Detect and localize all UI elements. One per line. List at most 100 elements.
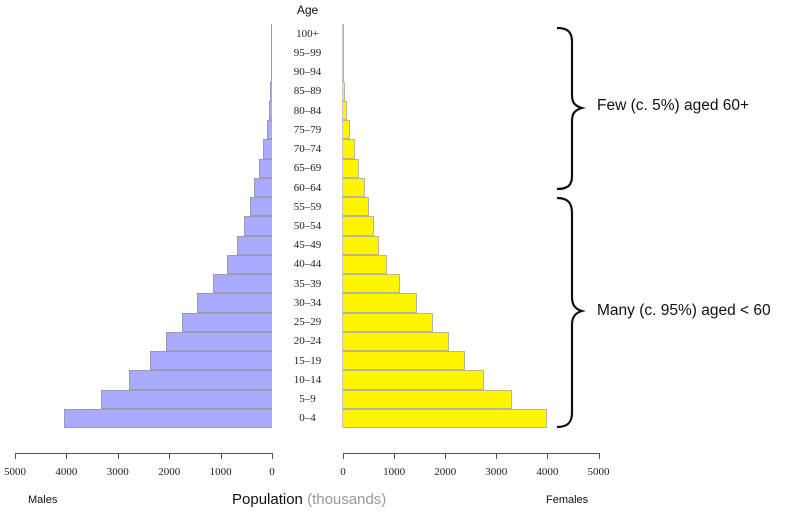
axis-tick-label: 2000 — [434, 466, 457, 478]
pyramid-row: 40–44 — [0, 254, 804, 275]
axis-tick-label: 1000 — [209, 466, 232, 478]
axis-tick — [598, 453, 600, 459]
male-bar — [271, 43, 272, 63]
female-bar — [343, 43, 344, 63]
pyramid-row: 95–99 — [0, 43, 804, 63]
pyramid-row: 45–49 — [0, 235, 804, 255]
female-bar — [343, 293, 417, 313]
male-bar — [237, 235, 272, 255]
axis-tick — [445, 453, 447, 459]
axis-tick — [66, 453, 68, 459]
female-bar — [343, 139, 355, 159]
female-bar — [343, 158, 360, 178]
axis-tick — [272, 453, 273, 459]
pyramid-row: 25–29 — [0, 312, 804, 332]
axis-tick-label: 4000 — [55, 466, 78, 478]
age-group-label: 10–14 — [293, 373, 322, 386]
female-bar — [343, 120, 350, 140]
female-bar — [343, 274, 400, 294]
age-group-label: 80–84 — [293, 104, 322, 117]
age-group-label: 30–34 — [293, 296, 322, 309]
axis-tick — [220, 453, 222, 459]
male-bar — [165, 331, 272, 352]
age-group-label: 95–99 — [293, 46, 322, 59]
x-axis-title-main: Population — [232, 491, 303, 508]
pyramid-row: 85–89 — [0, 81, 804, 101]
annotation-many: Many (c. 95%) aged < 60 — [597, 302, 771, 319]
female-x-axis — [343, 453, 599, 454]
pyramid-row: 60–64 — [0, 177, 804, 198]
males-label: Males — [28, 494, 58, 506]
age-group-label: 65–69 — [293, 162, 322, 175]
age-group-label: 50–54 — [293, 219, 322, 232]
male-bar — [258, 158, 272, 178]
male-bar — [271, 62, 272, 82]
female-bar — [343, 197, 370, 217]
pyramid-row: 15–19 — [0, 351, 804, 371]
age-group-label: 20–24 — [293, 335, 322, 348]
pyramid-row: 100+ — [0, 24, 804, 44]
male-bar — [249, 197, 272, 217]
age-group-label: 45–49 — [293, 239, 322, 252]
brace-few-icon — [556, 26, 587, 191]
pyramid-row: 10–14 — [0, 370, 804, 390]
male-bar — [129, 370, 272, 390]
age-group-label: 90–94 — [293, 66, 322, 79]
pyramid-row: 35–39 — [0, 274, 804, 294]
pyramid-row: 5–9 — [0, 389, 804, 409]
brace-many-icon — [556, 196, 586, 429]
male-x-axis — [15, 453, 272, 454]
female-bar — [343, 177, 366, 198]
axis-tick — [343, 453, 344, 459]
female-bar — [343, 216, 375, 236]
axis-tick-label: 4000 — [536, 466, 559, 478]
female-bar — [343, 254, 387, 275]
axis-tick-label: 3000 — [485, 466, 508, 478]
axis-tick-label: 0 — [269, 466, 275, 478]
annotation-few: Few (c. 5%) aged 60+ — [597, 97, 750, 114]
female-bar — [343, 100, 348, 121]
axis-tick — [169, 453, 171, 459]
axis-tick — [117, 453, 119, 459]
female-bar — [343, 235, 380, 255]
axis-tick-label: 1000 — [383, 466, 406, 478]
axis-tick — [547, 453, 549, 459]
male-bar — [268, 100, 272, 121]
female-bar — [343, 331, 450, 352]
male-bar — [266, 120, 272, 140]
pyramid-row: 55–59 — [0, 197, 804, 217]
male-bar — [213, 274, 272, 294]
age-group-label: 25–29 — [293, 316, 322, 329]
pyramid-row: 65–69 — [0, 158, 804, 178]
female-bar — [343, 351, 465, 371]
age-group-label: 85–89 — [293, 85, 322, 98]
pyramid-row: 50–54 — [0, 216, 804, 236]
female-bar — [343, 370, 485, 390]
female-bar — [343, 62, 344, 82]
male-bar — [271, 24, 272, 44]
female-baseline — [342, 24, 343, 428]
age-group-label: 35–39 — [293, 277, 322, 290]
male-bar — [100, 389, 272, 409]
axis-tick-label: 2000 — [158, 466, 181, 478]
axis-tick — [496, 453, 498, 459]
age-group-label: 0–4 — [299, 412, 316, 425]
age-group-label: 100+ — [296, 27, 319, 40]
age-group-label: 15–19 — [293, 354, 322, 367]
axis-tick — [15, 453, 16, 459]
pyramid-row: 0–4 — [0, 408, 804, 428]
male-bar — [64, 408, 272, 428]
pyramid-row: 30–34 — [0, 293, 804, 313]
pyramid-row: 20–24 — [0, 331, 804, 352]
male-bar — [244, 216, 272, 236]
male-bar — [227, 254, 272, 275]
age-group-label: 55–59 — [293, 200, 322, 213]
pyramid-row: 75–79 — [0, 120, 804, 140]
axis-tick — [394, 453, 396, 459]
x-axis-title: Population (thousands) — [232, 491, 386, 508]
male-bar — [197, 293, 272, 313]
age-group-label: 5–9 — [299, 393, 316, 406]
male-bar — [182, 312, 272, 332]
